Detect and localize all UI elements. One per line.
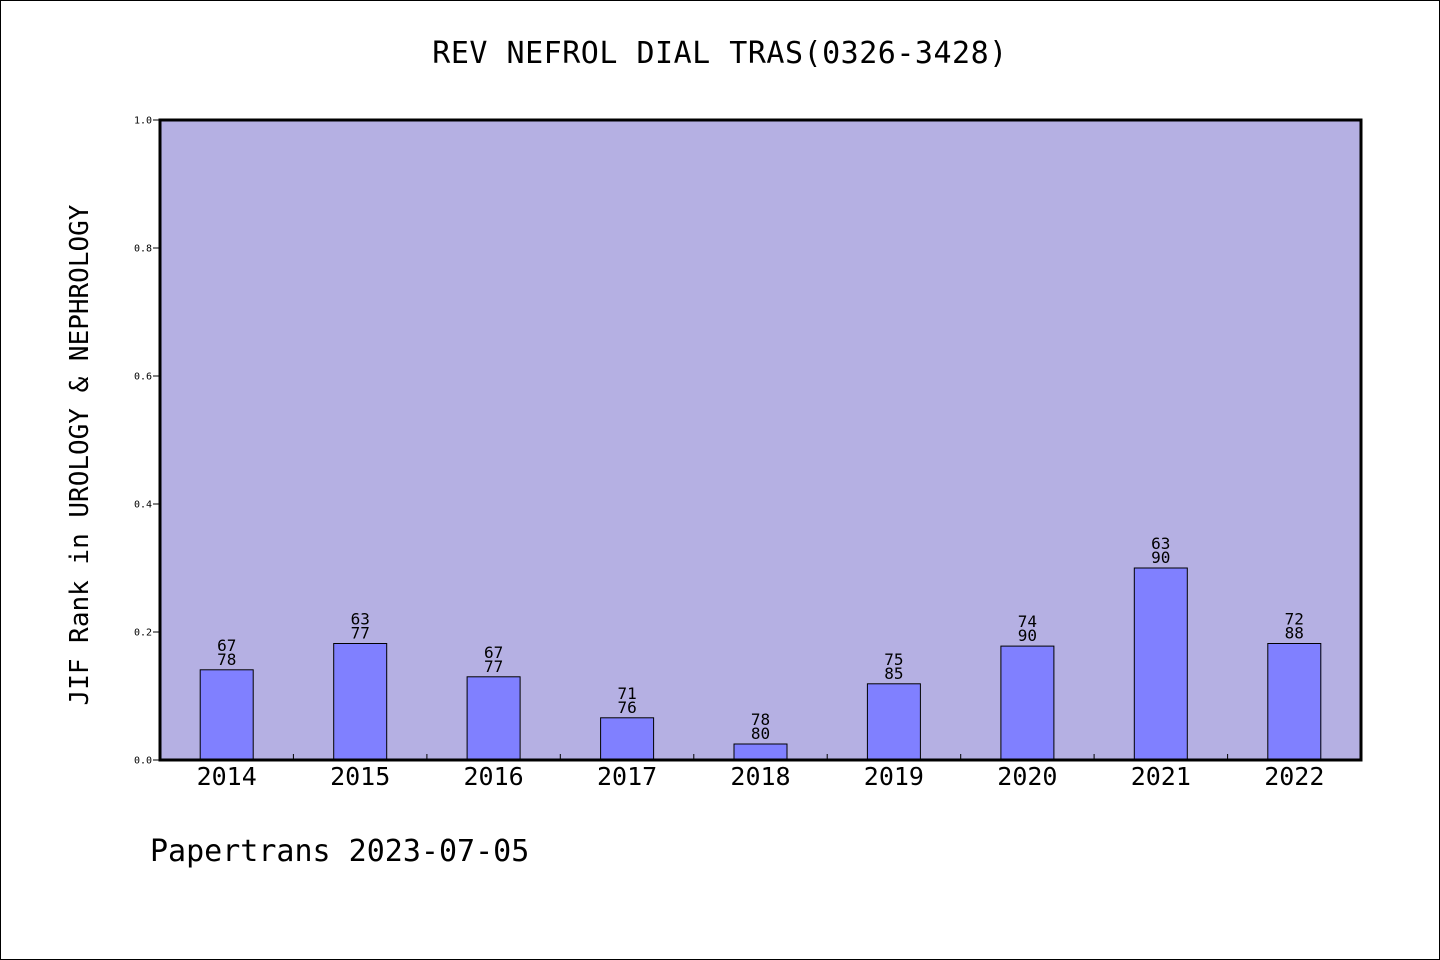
data-label-bottom-2022: 88 <box>1285 624 1304 643</box>
x-tick-label-2019: 2019 <box>864 762 924 791</box>
bars-layer <box>199 567 1322 761</box>
y-tick-label-0.2: 0.2 <box>134 628 152 639</box>
y-axis: 0.0 0.2 0.4 0.6 0.8 1.0 <box>134 116 160 767</box>
bar-2021 <box>1133 567 1188 761</box>
x-tick-label-2016: 2016 <box>463 762 523 791</box>
data-label-top-2014: 67 <box>217 636 236 655</box>
data-label-top-2018: 78 <box>751 710 770 729</box>
x-tick-label-2015: 2015 <box>330 762 390 791</box>
bar-2014 <box>199 669 254 761</box>
bar-2016 <box>466 676 521 761</box>
footer-note: Papertrans 2023-07-05 <box>150 834 530 869</box>
bar-2017 <box>600 717 655 761</box>
x-axis: 2014 2015 2016 2017 2018 2019 2020 2021 2022 <box>197 754 1324 791</box>
x-tick-label-2022: 2022 <box>1264 762 1324 791</box>
data-label-top-2015: 63 <box>351 610 370 629</box>
data-label-bottom-2015: 77 <box>351 624 370 643</box>
x-tick-label-2021: 2021 <box>1131 762 1191 791</box>
y-tick-label-0.8: 0.8 <box>134 244 152 255</box>
data-label-top-2022: 72 <box>1285 610 1304 629</box>
data-label-top-2019: 75 <box>884 650 903 669</box>
bar-2018 <box>733 743 788 761</box>
data-label-top-2016: 67 <box>484 643 503 662</box>
data-label-bottom-2014: 78 <box>217 650 236 669</box>
data-label-bottom-2019: 85 <box>884 664 903 683</box>
data-label-bottom-2020: 90 <box>1018 626 1037 645</box>
data-label-bottom-2016: 77 <box>484 657 503 676</box>
data-label-top-2017: 71 <box>617 684 636 703</box>
bar-2020 <box>1000 645 1055 761</box>
x-tick-label-2014: 2014 <box>197 762 257 791</box>
x-tick-label-2018: 2018 <box>730 762 790 791</box>
data-label-top-2020: 74 <box>1018 612 1037 631</box>
y-tick-label-0.0: 0.0 <box>134 756 152 767</box>
data-label-bottom-2018: 80 <box>751 724 770 743</box>
y-tick-label-0.4: 0.4 <box>134 500 152 511</box>
bar-2015 <box>333 643 388 761</box>
y-tick-label-1.0: 1.0 <box>134 116 152 127</box>
y-tick-label-0.6: 0.6 <box>134 372 152 383</box>
chart-title: REV NEFROL DIAL TRAS(0326-3428) <box>432 36 1008 71</box>
data-label-bottom-2017: 76 <box>617 698 636 717</box>
x-tick-label-2020: 2020 <box>997 762 1057 791</box>
bar-2022 <box>1267 643 1322 761</box>
data-label-bottom-2021: 90 <box>1151 548 1170 567</box>
plot-border <box>158 118 1363 762</box>
x-tick-label-2017: 2017 <box>597 762 657 791</box>
data-label-top-2021: 63 <box>1151 534 1170 553</box>
bar-2019 <box>866 683 921 761</box>
